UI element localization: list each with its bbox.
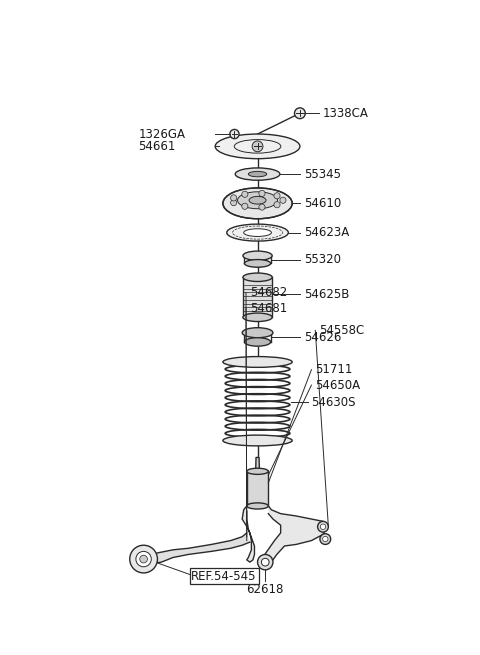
Ellipse shape	[247, 503, 268, 509]
Text: 54625B: 54625B	[304, 288, 349, 301]
Ellipse shape	[248, 172, 267, 177]
Circle shape	[242, 191, 248, 197]
Text: 54558C: 54558C	[319, 324, 364, 337]
Polygon shape	[142, 533, 250, 564]
Circle shape	[140, 555, 147, 563]
Circle shape	[295, 108, 305, 119]
Text: 54610: 54610	[304, 197, 341, 210]
Circle shape	[230, 130, 239, 139]
Ellipse shape	[223, 356, 292, 367]
Ellipse shape	[247, 468, 268, 474]
Ellipse shape	[227, 224, 288, 241]
Ellipse shape	[244, 338, 271, 346]
Circle shape	[323, 536, 328, 542]
Ellipse shape	[238, 192, 277, 209]
Circle shape	[252, 141, 263, 152]
Polygon shape	[247, 472, 268, 506]
Circle shape	[230, 200, 237, 206]
Circle shape	[230, 195, 237, 201]
Ellipse shape	[242, 328, 273, 338]
Ellipse shape	[243, 273, 272, 282]
Ellipse shape	[235, 168, 280, 180]
Ellipse shape	[223, 435, 292, 446]
Text: 54682: 54682	[250, 286, 287, 299]
Text: 54630S: 54630S	[312, 396, 356, 409]
Polygon shape	[262, 506, 327, 565]
Circle shape	[280, 197, 286, 203]
Circle shape	[262, 558, 269, 566]
Text: 54661: 54661	[138, 140, 176, 153]
Text: 54623A: 54623A	[304, 226, 349, 239]
Text: 55320: 55320	[304, 253, 341, 266]
Text: 54650A: 54650A	[315, 379, 360, 392]
Circle shape	[258, 555, 273, 570]
Text: 62618: 62618	[247, 582, 284, 595]
Text: 54681: 54681	[250, 301, 287, 314]
Text: REF.54-545: REF.54-545	[192, 569, 257, 582]
Circle shape	[136, 552, 151, 567]
Circle shape	[259, 191, 265, 196]
Text: 54626: 54626	[304, 331, 341, 344]
Circle shape	[259, 204, 265, 210]
Ellipse shape	[243, 251, 272, 260]
Ellipse shape	[215, 134, 300, 159]
Text: 51711: 51711	[315, 363, 353, 376]
Text: 1326GA: 1326GA	[138, 128, 185, 141]
Ellipse shape	[249, 196, 266, 204]
Text: 1338CA: 1338CA	[323, 107, 369, 120]
Circle shape	[320, 524, 326, 529]
Ellipse shape	[243, 313, 272, 322]
Ellipse shape	[244, 259, 271, 267]
Circle shape	[274, 202, 280, 208]
Ellipse shape	[223, 188, 292, 219]
Circle shape	[320, 534, 331, 544]
Circle shape	[242, 203, 248, 210]
Polygon shape	[243, 277, 272, 317]
Polygon shape	[242, 506, 254, 562]
Polygon shape	[255, 457, 260, 487]
Ellipse shape	[244, 229, 271, 236]
Circle shape	[274, 193, 280, 199]
Circle shape	[130, 545, 157, 573]
Text: 55345: 55345	[304, 168, 341, 181]
Circle shape	[318, 521, 328, 532]
